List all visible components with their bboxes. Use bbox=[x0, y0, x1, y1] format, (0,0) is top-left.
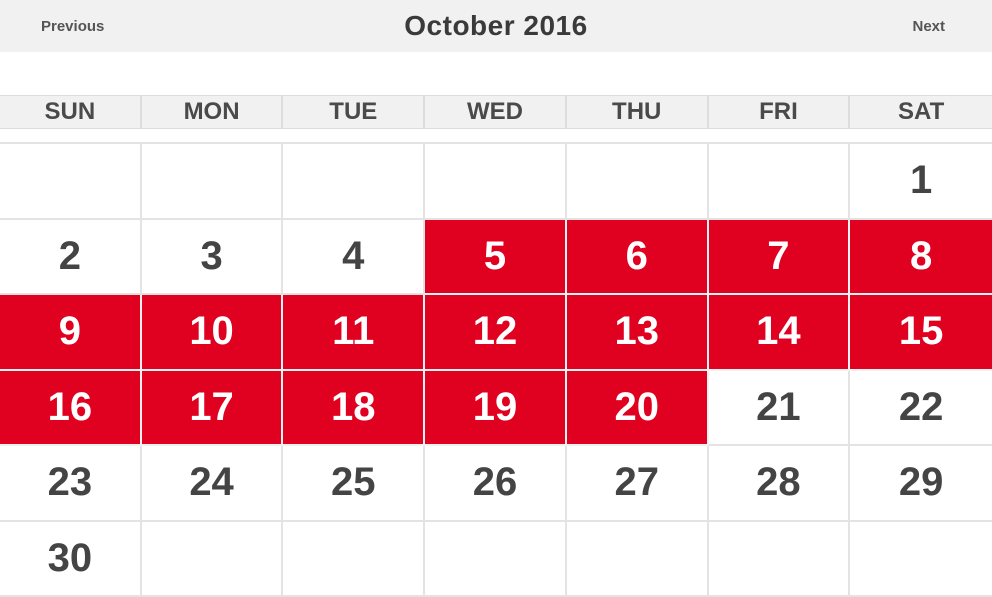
weekday-header-row: SUN MON TUE WED THU FRI SAT bbox=[0, 95, 992, 129]
calendar-day-cell[interactable]: 12 bbox=[425, 295, 567, 371]
month-title: October 2016 bbox=[404, 10, 588, 41]
calendar-empty-cell bbox=[566, 144, 709, 220]
calendar-day-cell[interactable]: 18 bbox=[283, 370, 426, 446]
calendar-day-cell[interactable]: 22 bbox=[850, 371, 992, 446]
calendar-day-cell[interactable]: 3 bbox=[141, 219, 284, 295]
weekday-fri: FRI bbox=[709, 96, 851, 128]
calendar-header: Previous October 2016 Next bbox=[0, 0, 992, 52]
calendar-day-cell[interactable]: 13 bbox=[566, 295, 709, 371]
calendar-empty-cell bbox=[283, 521, 426, 597]
calendar-day-cell[interactable]: 25 bbox=[283, 446, 426, 522]
calendar-day-cell[interactable]: 26 bbox=[425, 446, 567, 522]
calendar-day-cell[interactable]: 27 bbox=[566, 446, 709, 522]
calendar-empty-cell bbox=[566, 521, 709, 597]
previous-month-button[interactable]: Previous bbox=[41, 18, 105, 35]
calendar-day-cell[interactable]: 21 bbox=[708, 370, 851, 446]
calendar-empty-cell bbox=[708, 144, 851, 220]
weekday-sun: SUN bbox=[0, 96, 142, 128]
calendar-empty-cell bbox=[0, 144, 142, 220]
calendar-day-cell[interactable]: 4 bbox=[283, 219, 426, 295]
calendar-empty-cell bbox=[425, 521, 567, 597]
calendar-day-cell[interactable]: 10 bbox=[141, 295, 284, 371]
calendar-empty-cell bbox=[141, 521, 284, 597]
calendar-day-cell[interactable]: 23 bbox=[0, 446, 142, 522]
calendar-day-cell[interactable]: 8 bbox=[850, 219, 992, 295]
calendar-day-cell[interactable]: 16 bbox=[0, 370, 142, 446]
calendar-day-cell[interactable]: 29 bbox=[850, 446, 992, 522]
calendar-day-cell[interactable]: 30 bbox=[0, 521, 142, 597]
calendar-empty-cell bbox=[425, 144, 567, 220]
next-month-button[interactable]: Next bbox=[912, 18, 945, 35]
calendar-day-cell[interactable]: 24 bbox=[141, 446, 284, 522]
calendar-day-cell[interactable]: 28 bbox=[708, 446, 851, 522]
calendar-day-cell[interactable]: 7 bbox=[708, 219, 851, 295]
weekday-mon: MON bbox=[142, 96, 284, 128]
calendar-day-cell[interactable]: 11 bbox=[283, 295, 426, 371]
calendar-day-cell[interactable]: 5 bbox=[425, 219, 567, 295]
calendar-day-cell[interactable]: 17 bbox=[141, 370, 284, 446]
weekday-wed: WED bbox=[425, 96, 567, 128]
calendar-empty-cell bbox=[708, 521, 851, 597]
calendar-empty-cell bbox=[283, 144, 426, 220]
calendar-day-cell[interactable]: 9 bbox=[0, 295, 142, 371]
calendar-empty-cell bbox=[850, 522, 992, 597]
calendar-day-cell[interactable]: 14 bbox=[708, 295, 851, 371]
calendar-day-cell[interactable]: 15 bbox=[850, 295, 992, 371]
weekday-thu: THU bbox=[567, 96, 709, 128]
weekday-sat: SAT bbox=[898, 98, 945, 125]
weekday-tue: TUE bbox=[283, 96, 426, 128]
calendar-day-grid: 1 2 3 4 5 6 7 8 9 10 11 12 13 14 15 16 17 18 19 20 21 22 23 24 2… bbox=[0, 142, 992, 597]
calendar-day-cell[interactable]: 1 bbox=[850, 144, 992, 220]
calendar-day-cell[interactable]: 6 bbox=[566, 219, 709, 295]
calendar-empty-cell bbox=[141, 144, 284, 220]
calendar-day-cell[interactable]: 20 bbox=[566, 370, 709, 446]
calendar-day-cell[interactable]: 19 bbox=[425, 370, 567, 446]
calendar-day-cell[interactable]: 2 bbox=[0, 219, 142, 295]
